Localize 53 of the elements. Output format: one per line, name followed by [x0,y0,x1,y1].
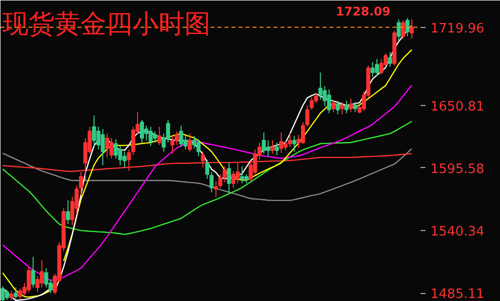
candlestick [44,268,48,288]
candlestick [344,100,349,114]
candlestick [26,266,31,292]
candlestick [266,140,270,157]
candlestick [336,100,340,115]
candlestick [331,99,336,113]
candlestick [388,52,392,68]
candlestick [244,174,248,184]
candlestick [288,133,292,148]
candlestick [279,132,284,154]
candlestick [410,18,414,40]
y-tick-label: 1650.81 [430,100,484,114]
line-series [2,148,412,202]
line-series [2,120,412,235]
candlestick [179,125,184,148]
candlestick [152,130,158,144]
y-tick-label: 1540.34 [430,224,484,240]
candlestick [353,101,358,113]
candlestick [157,126,162,146]
candlestick [270,140,275,154]
candlestick [18,288,22,300]
candlestick [292,135,296,152]
candlestick [105,133,110,158]
candlestick [188,133,192,152]
candlestick [31,256,36,288]
candlestick [396,18,401,42]
candlestick [66,200,70,225]
candlestick [374,58,379,76]
candlestick [9,290,14,300]
candlestick [340,101,344,115]
candlestick [183,135,188,150]
candlestick [192,135,196,149]
candlestick [405,18,410,37]
candlestick [92,114,96,147]
candlestick [240,166,244,184]
candlestick [109,138,114,159]
candlestick [300,122,306,144]
candlestick [0,286,5,301]
ref-line-label: 1719.96 [430,21,484,36]
y-tick-label: 1485.11 [430,287,484,301]
candlestick [348,98,353,113]
candlestick [262,132,266,154]
candlestick [370,62,375,78]
candlestick [226,162,232,194]
candlestick [401,20,406,40]
candlestick [274,142,279,156]
candlestick [148,126,153,147]
y-tick-label: 1595.58 [430,162,484,177]
candlestick [214,180,218,198]
candlestick [100,128,105,166]
candlestick [14,286,18,300]
annotation: 1728.09 [336,4,390,18]
candlestick [40,260,44,288]
